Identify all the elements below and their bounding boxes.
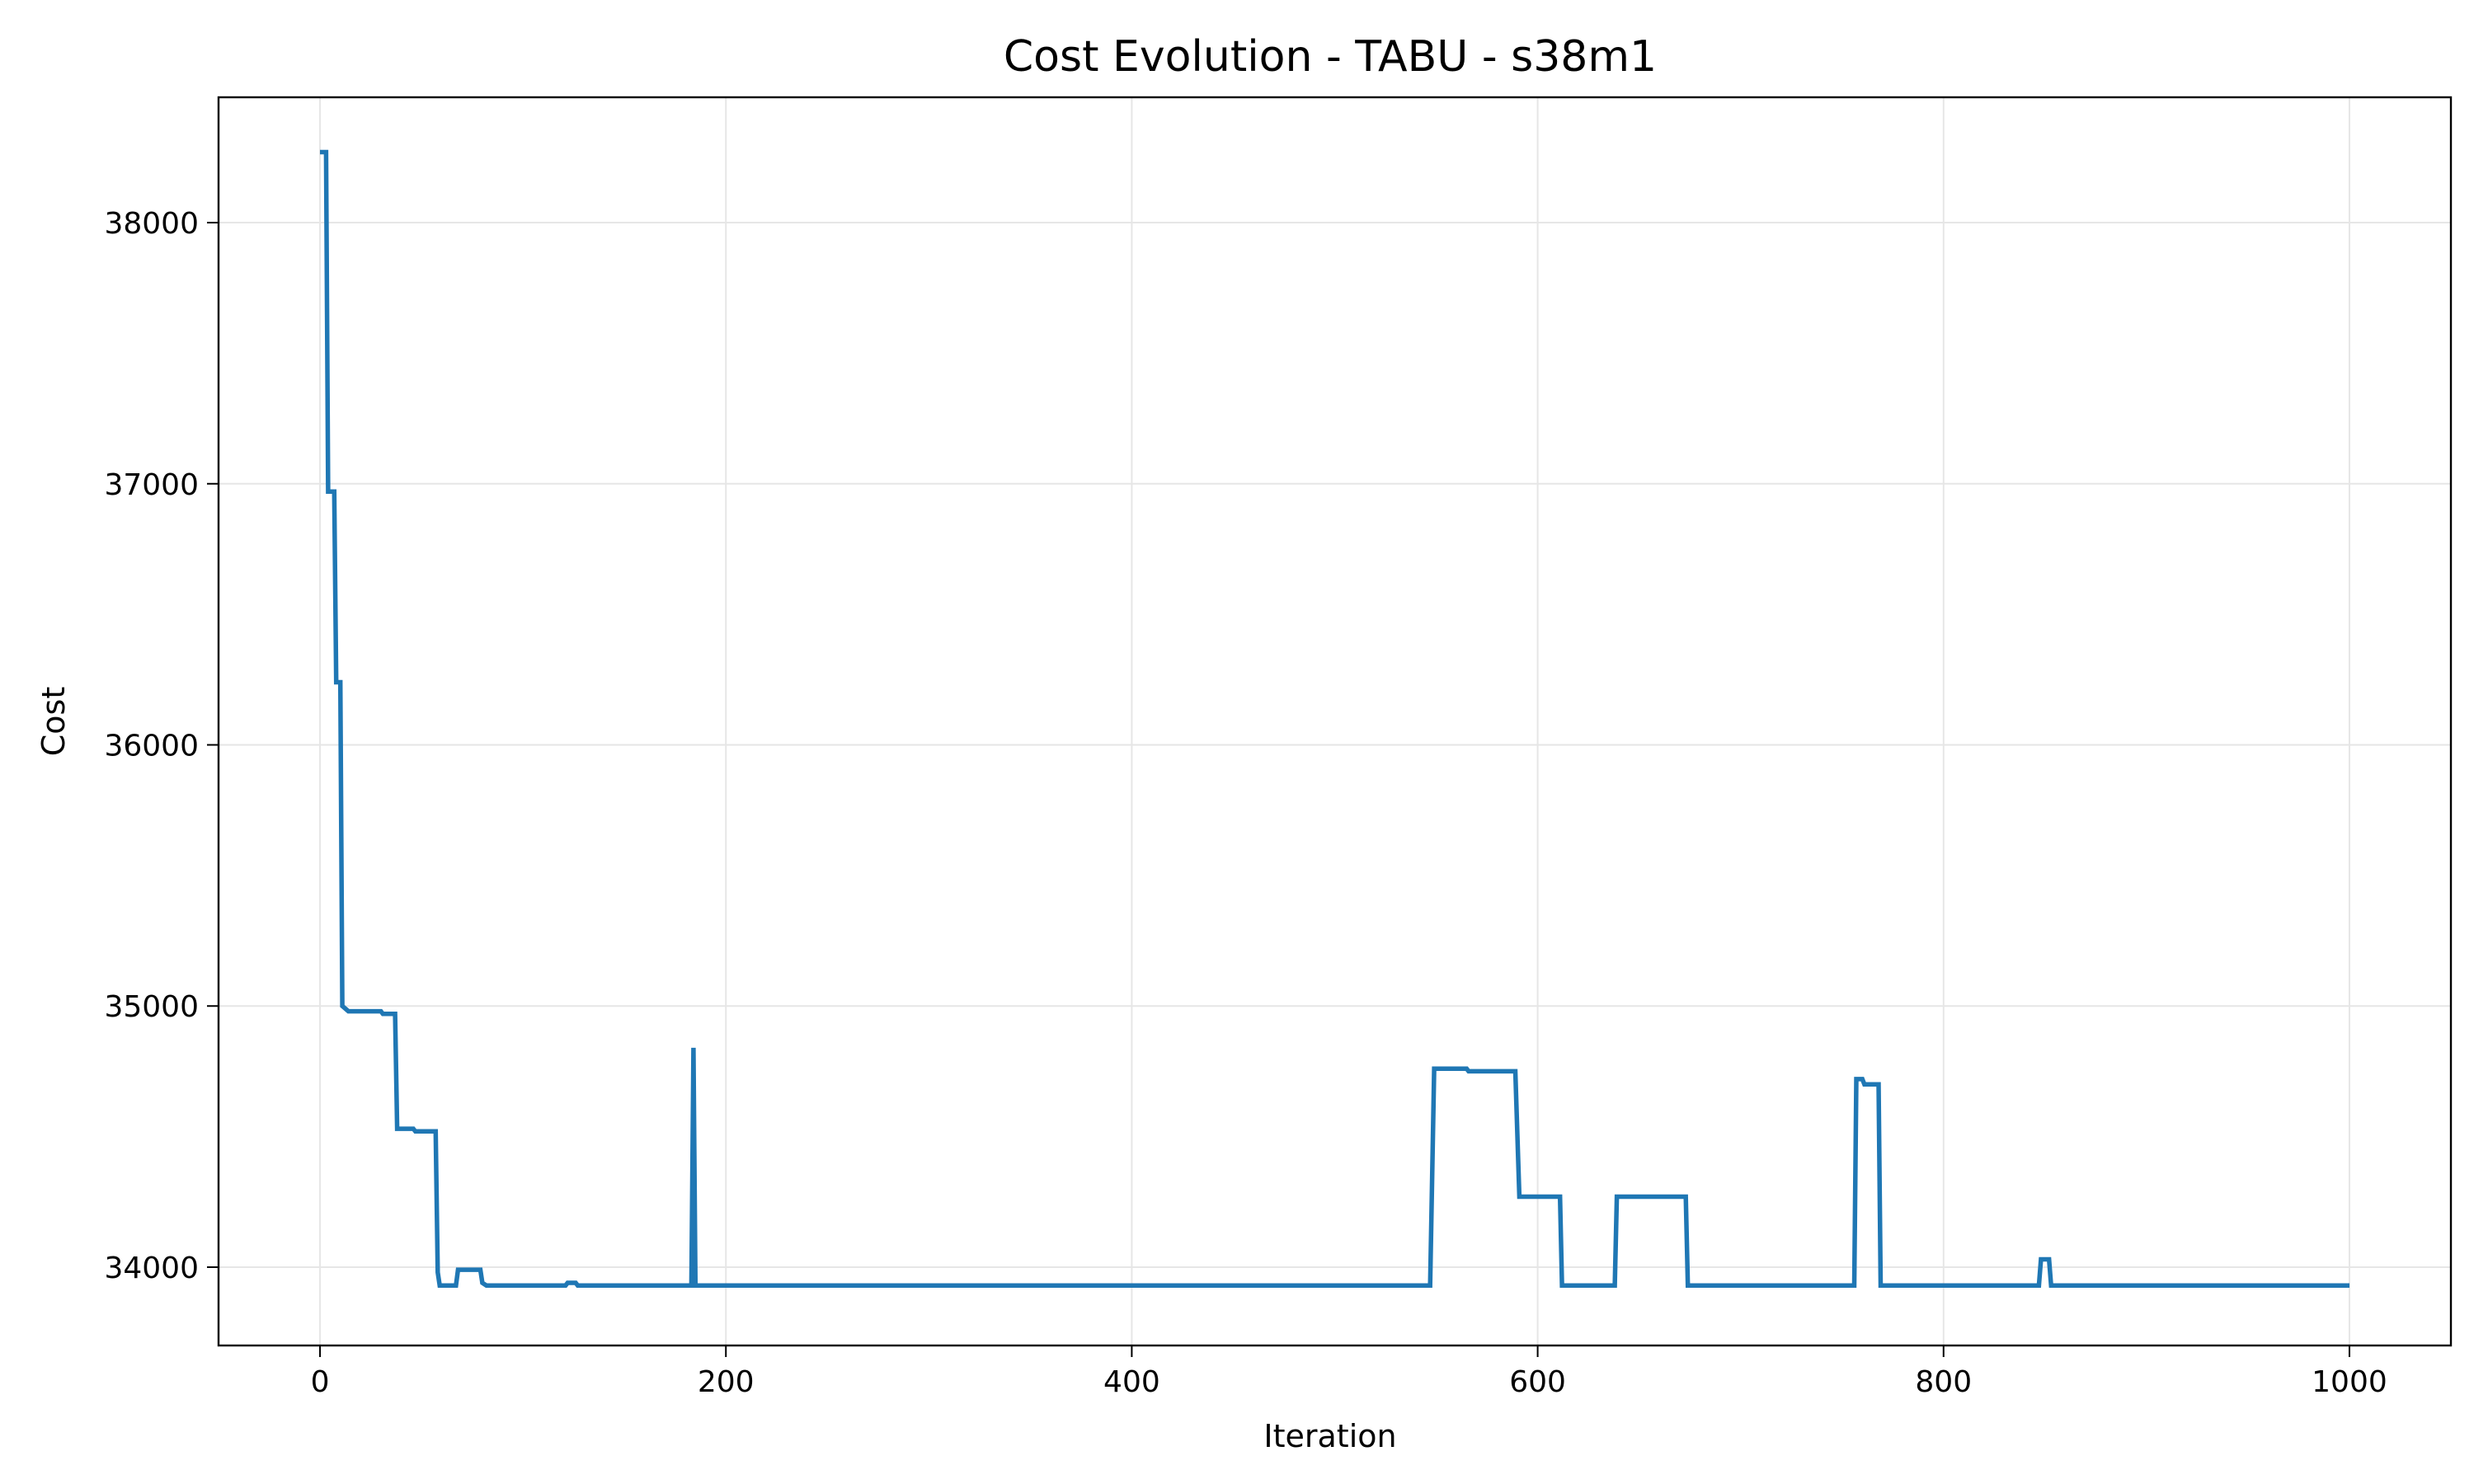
x-tick-label: 400 [1103, 1365, 1160, 1399]
y-tick-label: 36000 [104, 730, 199, 763]
cost-series-line [320, 149, 2349, 1288]
axis-ticks: 0 200 400 600 800 1000 34000 35000 36000 37000 380… [104, 207, 2387, 1399]
x-axis-label: Iteration [1263, 1418, 1396, 1454]
chart-title: Cost Evolution - TABU - s38m1 [1004, 32, 1657, 82]
plot-frame [217, 96, 2453, 1347]
y-tick-label: 34000 [104, 1252, 199, 1285]
x-tick-label: 600 [1509, 1365, 1566, 1399]
x-tick-label: 0 [311, 1365, 330, 1399]
y-tick-label: 35000 [104, 990, 199, 1024]
y-tick-label: 37000 [104, 468, 199, 502]
y-axis-label: Cost [35, 687, 72, 756]
x-tick-label: 200 [698, 1365, 755, 1399]
grid-lines [219, 97, 2451, 1345]
y-tick-label: 38000 [104, 207, 199, 241]
x-tick-label: 1000 [2312, 1365, 2387, 1399]
x-tick-label: 800 [1915, 1365, 1972, 1399]
data-layer [320, 149, 2349, 1288]
